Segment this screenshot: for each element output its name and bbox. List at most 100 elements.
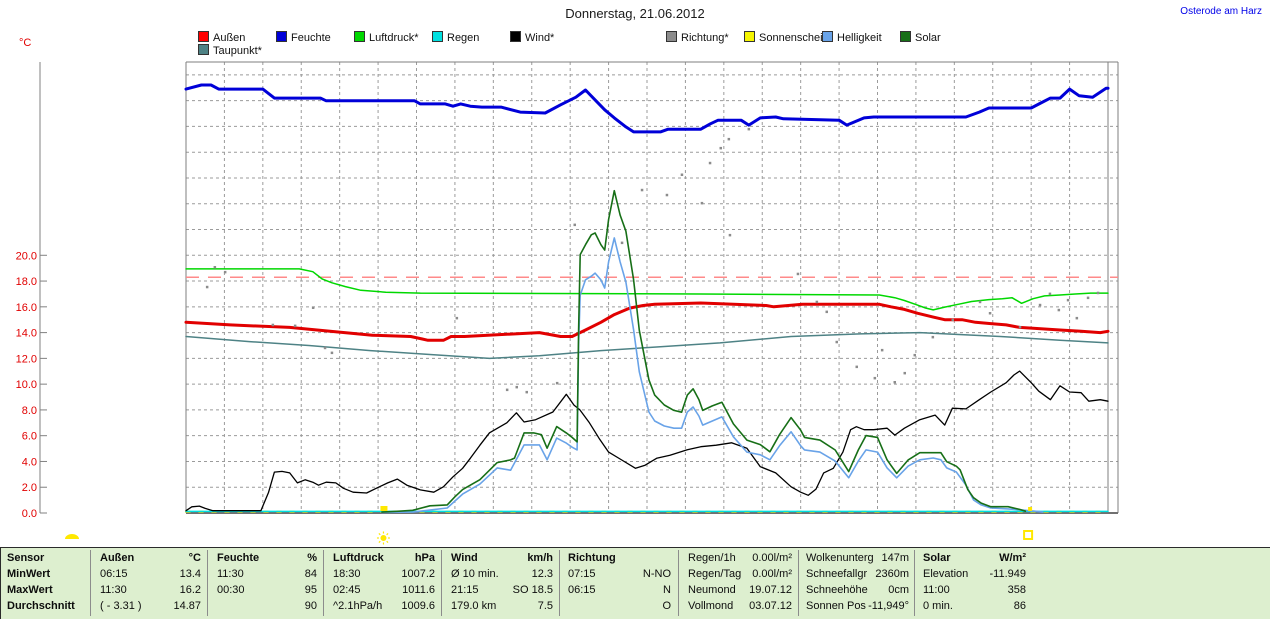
- richtung-dot: [1038, 303, 1042, 307]
- richtung-dot: [893, 381, 896, 384]
- richtung-dot: [708, 161, 712, 165]
- cell-value: %: [307, 552, 317, 564]
- footer-cell-wolken: Sonnen Pos -11,949°: [802, 598, 911, 614]
- legend-label: Helligkeit: [837, 32, 882, 44]
- footer-cell-wolken: Schneefallgr 2360m: [802, 566, 911, 582]
- cell-value: 86: [1013, 600, 1026, 612]
- footer-column-divider: [441, 550, 442, 616]
- cell-label: 11:30: [100, 584, 127, 596]
- cell-label: Richtung: [568, 552, 616, 564]
- cell-value: °C: [188, 552, 201, 564]
- y-axis-tick-label: 16.0: [16, 302, 37, 314]
- legend-label: Sonnenschein: [759, 32, 829, 44]
- footer-cell-aussen: 11:30 16.2: [96, 582, 203, 598]
- footer-header-aussen: Außen °C: [96, 550, 203, 566]
- chart-legend: Außen Feuchte Luftdruck* Regen Wind* Richtung…: [0, 0, 1270, 58]
- cell-value: 12.3: [531, 568, 553, 580]
- footer-cell-solar: 0 min. 86: [919, 598, 1028, 614]
- cell-value: 0cm: [888, 584, 909, 596]
- richtung-dot: [880, 348, 884, 352]
- footer-header-richtung: Richtung: [564, 550, 673, 566]
- footer-header-solar: Solar W/m²: [919, 550, 1028, 566]
- cell-value: -11.949: [989, 568, 1027, 580]
- series-solar: [381, 189, 1027, 513]
- legend-item-aussen[interactable]: Außen: [198, 31, 246, 44]
- legend-item-regen[interactable]: Regen: [432, 31, 479, 44]
- legend-item-taupunkt[interactable]: Taupunkt*: [198, 44, 262, 57]
- cell-value: 0.00l/m²: [752, 568, 792, 580]
- cell-label: ^2.1hPa/h: [333, 600, 383, 612]
- richtung-dot: [873, 376, 877, 380]
- cell-value: W/m²: [999, 552, 1026, 564]
- footer-cell-luftdruck: ^2.1hPa/h 1009.6: [329, 598, 437, 614]
- y-axis-tick-label: 20.0: [16, 250, 37, 262]
- sunset-axis-marker: [1028, 507, 1033, 511]
- footer-cell-luftdruck: 02:45 1011.6: [329, 582, 437, 598]
- cell-label: Sensor: [7, 552, 45, 564]
- legend-label: Außen: [213, 32, 246, 44]
- footer-cell-wolken: Schneehöhe 0cm: [802, 582, 911, 598]
- footer-cell-regen: Vollmond 03.07.12: [684, 598, 794, 614]
- y-axis-tick-label: 6.0: [22, 431, 37, 443]
- y-axis-tick-label: 0.0: [22, 508, 37, 520]
- cell-label: 0 min.: [923, 600, 953, 612]
- cell-label: Wind: [451, 552, 478, 564]
- footer-cell-solar: 11:00 358: [919, 582, 1028, 598]
- cell-label: 11:00: [923, 584, 950, 596]
- richtung-dot: [620, 241, 624, 245]
- cell-value: 90: [304, 600, 317, 612]
- footer-cell-regen: Neumond 19.07.12: [684, 582, 794, 598]
- legend-item-luftdruck[interactable]: Luftdruck*: [354, 31, 419, 44]
- cell-value: km/h: [527, 552, 553, 564]
- footer-cell-feuchte: 90: [213, 598, 319, 614]
- regen-color-swatch-icon: [432, 31, 443, 42]
- series-helligkeit: [381, 237, 1044, 514]
- cell-label: 07:15: [568, 568, 596, 580]
- footer-cell-richtung: 07:15 N-NO: [564, 566, 673, 582]
- legend-label: Wind*: [525, 32, 555, 44]
- footer-row-label: MaxWert: [3, 582, 87, 598]
- legend-label: Solar: [915, 32, 941, 44]
- legend-label: Richtung*: [681, 32, 729, 44]
- cell-label: Elevation: [923, 568, 969, 580]
- cell-label: ( - 3.31 ): [100, 600, 142, 612]
- cell-label: Vollmond: [688, 600, 734, 612]
- cell-value: 14.87: [173, 600, 201, 612]
- cell-label: Solar: [923, 552, 951, 564]
- legend-item-feuchte[interactable]: Feuchte: [276, 31, 331, 44]
- cell-label: Schneehöhe: [806, 584, 868, 596]
- footer-row-label: Durchschnitt: [3, 598, 87, 614]
- cell-value: 7.5: [537, 600, 553, 612]
- richtung-dot: [978, 300, 982, 304]
- y-axis-tick-label: 10.0: [16, 379, 37, 391]
- footer-cell-aussen: ( - 3.31 ) 14.87: [96, 598, 203, 614]
- taupunkt-color-swatch-icon: [198, 44, 209, 55]
- y-axis-tick-label: 2.0: [22, 482, 37, 494]
- richtung-dot: [1096, 291, 1100, 295]
- footer-column-divider: [914, 550, 915, 616]
- legend-item-helligkeit[interactable]: Helligkeit: [822, 31, 882, 44]
- cell-label: 18:30: [333, 568, 361, 580]
- legend-item-wind[interactable]: Wind*: [510, 31, 555, 44]
- richtung-dot: [728, 233, 732, 237]
- richtung-dot: [855, 365, 858, 369]
- cell-value: -11,949°: [868, 600, 909, 612]
- cell-value: 1011.6: [402, 584, 435, 596]
- legend-item-sonnenschein[interactable]: Sonnenschein: [744, 31, 829, 44]
- feuchte-color-swatch-icon: [276, 31, 287, 42]
- y-axis-tick-label: 14.0: [16, 328, 37, 340]
- station-name: Osterode am Harz: [1180, 6, 1262, 17]
- legend-item-solar[interactable]: Solar: [900, 31, 941, 44]
- richtung-dot: [727, 137, 731, 141]
- footer-cell-feuchte: 11:30 84: [213, 566, 319, 582]
- footer-header-wind: Wind km/h: [447, 550, 555, 566]
- footer-cell-wind: Ø 10 min. 12.3: [447, 566, 555, 582]
- footer-header-wolken: Wolkenunterg 147m: [802, 550, 911, 566]
- legend-label: Feuchte: [291, 32, 331, 44]
- legend-item-richtung[interactable]: Richtung*: [666, 31, 729, 44]
- luftdruck-color-swatch-icon: [354, 31, 365, 42]
- footer-cell-richtung: O: [564, 598, 673, 614]
- richtung-dot: [988, 312, 992, 315]
